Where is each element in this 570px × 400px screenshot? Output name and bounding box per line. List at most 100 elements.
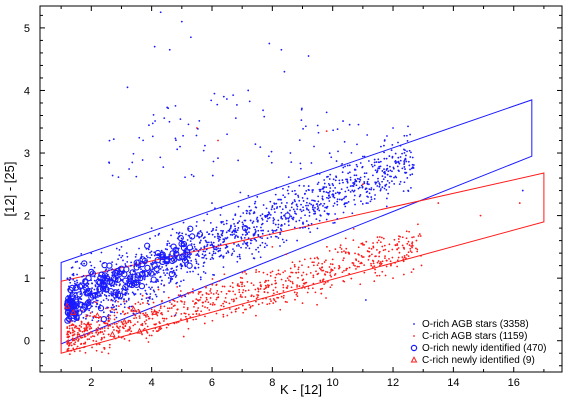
c-rich-agb-point: [135, 316, 138, 319]
o-rich-agb-point: [327, 197, 330, 200]
o-rich-agb-point: [318, 219, 321, 222]
c-rich-agb-point: [215, 292, 218, 294]
o-rich-new-point: [96, 286, 103, 293]
o-rich-new-point: [112, 269, 119, 277]
o-rich-new-point: [189, 233, 196, 240]
o-rich-new-point: [117, 292, 124, 299]
o-rich-agb-point: [332, 205, 335, 207]
c-rich-agb-point: [69, 331, 72, 334]
c-rich-agb-point: [410, 251, 413, 254]
o-rich-agb-point: [272, 219, 275, 222]
o-rich-agb-point: [280, 198, 282, 201]
o-rich-agb-point: [120, 303, 122, 306]
c-rich-agb-point: [300, 274, 303, 277]
o-rich-agb-point: [236, 222, 239, 224]
c-rich-agb-point: [199, 290, 202, 293]
o-rich-agb-point: [111, 268, 114, 271]
o-rich-agb-point: [217, 237, 219, 240]
c-rich-agb-point: [225, 292, 228, 295]
o-rich-agb-point: [196, 128, 199, 130]
o-rich-agb-point: [296, 205, 299, 208]
c-rich-agb-point: [111, 322, 114, 325]
o-rich-agb-point: [391, 155, 394, 158]
o-rich-agb-point: [217, 233, 220, 236]
o-rich-agb-point: [253, 226, 255, 229]
o-rich-agb-point: [384, 176, 387, 179]
c-rich-agb-point: [119, 325, 121, 328]
o-rich-agb-point: [159, 276, 161, 279]
o-rich-agb-point: [374, 194, 376, 196]
o-rich-agb-point: [363, 172, 366, 175]
c-rich-agb-point: [84, 351, 87, 354]
o-rich-agb-point: [332, 190, 335, 192]
o-rich-agb-point: [218, 255, 221, 258]
o-rich-agb-point: [261, 232, 264, 235]
o-rich-agb-point: [115, 316, 118, 319]
c-rich-agb-point: [437, 202, 440, 204]
o-rich-agb-point: [308, 189, 310, 192]
c-rich-agb-point: [120, 321, 123, 323]
c-rich-agb-point: [274, 276, 277, 279]
c-rich-agb-point: [316, 256, 319, 259]
c-rich-agb-point: [191, 288, 194, 290]
c-rich-agb-point: [194, 301, 197, 304]
o-rich-agb-point: [358, 180, 361, 183]
o-rich-agb-point: [123, 306, 126, 309]
c-rich-agb-point: [323, 283, 326, 285]
o-rich-agb-point: [389, 169, 392, 172]
c-rich-agb-point: [261, 302, 264, 304]
c-rich-agb-point: [409, 250, 412, 252]
legend-item-o-rich-agb: O-rich AGB stars (3358): [413, 319, 529, 330]
c-rich-agb-point: [405, 230, 408, 233]
o-rich-agb-point: [163, 291, 165, 293]
o-rich-agb-point: [255, 239, 258, 242]
o-rich-agb-point: [386, 167, 389, 170]
o-rich-agb-point: [368, 188, 371, 191]
o-rich-agb-point: [399, 144, 402, 147]
o-rich-agb-point: [101, 291, 104, 294]
c-rich-agb-point: [284, 280, 287, 282]
o-rich-agb-point: [314, 206, 316, 209]
o-rich-agb-point: [225, 222, 228, 225]
o-rich-agb-point: [328, 152, 331, 155]
o-rich-agb-point: [287, 220, 290, 222]
o-rich-agb-point: [346, 202, 348, 204]
c-rich-agb-point: [217, 139, 219, 142]
o-rich-agb-point: [409, 168, 411, 171]
c-rich-agb-point: [150, 310, 153, 313]
c-rich-agb-point: [113, 314, 116, 317]
c-rich-agb-point: [113, 329, 115, 331]
o-rich-agb-point: [213, 92, 216, 95]
legend-label-c-rich-new: C-rich newly identified (9): [422, 355, 535, 366]
c-rich-agb-point: [129, 332, 132, 335]
c-rich-agb-point: [163, 320, 165, 322]
o-rich-agb-point: [131, 161, 134, 164]
c-rich-agb-point: [367, 258, 370, 261]
o-rich-agb-point: [379, 165, 382, 168]
c-rich-agb-point: [223, 300, 226, 303]
o-rich-agb-point: [175, 266, 178, 268]
o-rich-agb-point: [277, 237, 280, 239]
o-rich-agb-point: [277, 198, 280, 201]
o-rich-new-point: [121, 271, 128, 278]
o-rich-agb-point: [211, 256, 214, 259]
o-rich-agb-point: [171, 271, 174, 274]
c-rich-new-point: [121, 318, 128, 325]
c-rich-agb-point: [242, 311, 245, 314]
c-rich-agb-point: [415, 247, 417, 250]
c-rich-agb-point: [301, 264, 303, 267]
o-rich-agb-point: [300, 119, 303, 121]
o-rich-agb-point: [327, 213, 330, 216]
c-rich-agb-point: [343, 269, 345, 272]
o-rich-agb-point: [138, 247, 140, 250]
o-rich-agb-point: [285, 239, 288, 242]
o-rich-agb-point: [334, 192, 337, 195]
o-rich-agb-point: [340, 188, 343, 190]
c-rich-agb-point: [334, 248, 337, 251]
c-rich-agb-point: [403, 255, 406, 257]
o-rich-agb-point: [300, 108, 303, 111]
c-rich-agb-point: [70, 349, 73, 352]
o-rich-agb-point: [195, 225, 198, 227]
o-rich-agb-point: [209, 221, 212, 224]
